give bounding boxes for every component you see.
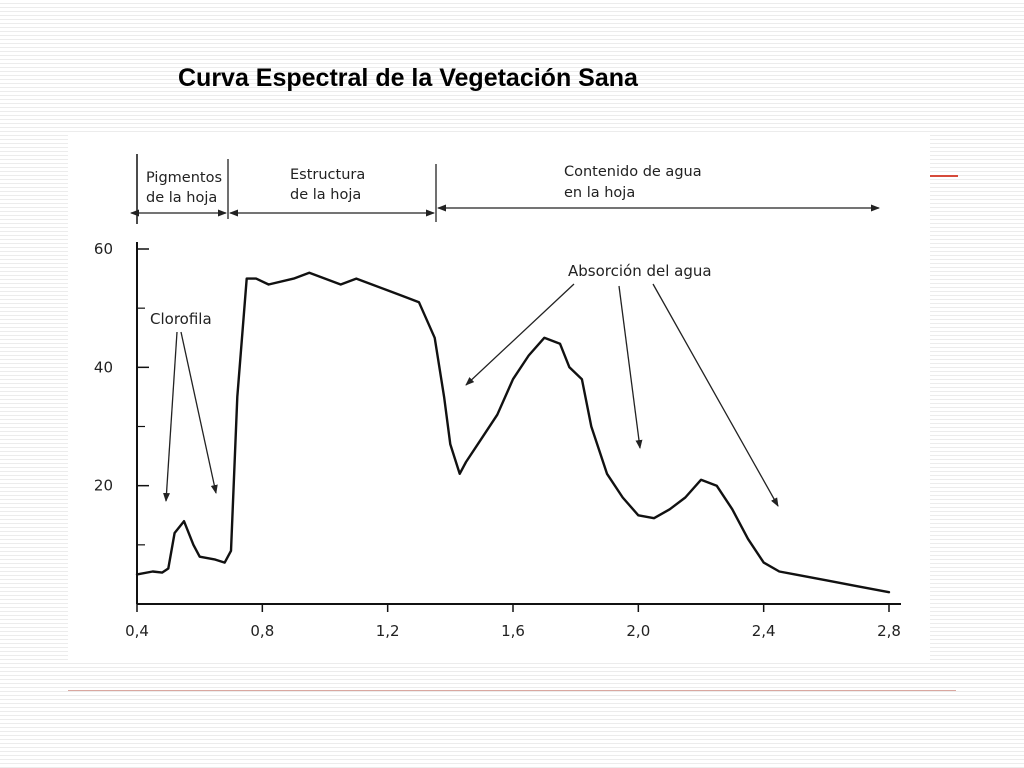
x-tick-label: 2,4	[752, 622, 776, 640]
x-tick-label: 2,0	[626, 622, 650, 640]
accent-dash	[930, 175, 958, 177]
slide-title: Curva Espectral de la Vegetación Sana	[178, 64, 638, 92]
clorofila-arrow-1	[163, 331, 178, 502]
region-label-estructura-line-1: Estructura	[290, 167, 365, 183]
clorofila-arrow-2	[180, 331, 218, 494]
region-label-pigmentos: Pigmentos de la hoja	[146, 170, 227, 206]
x-tick-label: 0,4	[125, 622, 149, 640]
water-arrow-1	[465, 283, 575, 386]
ticks-layer: 0,4 0,8 1,2 1,6 2,0 2,4 2,8 20 40 60	[94, 240, 901, 640]
y-tick-label: 60	[94, 240, 113, 258]
region-label-agua-line-2: en la hoja	[564, 185, 635, 201]
water-arrow-2	[618, 285, 643, 449]
annotation-absorcion-agua: Absorción del agua	[568, 262, 712, 280]
x-tick-label: 0,8	[250, 622, 274, 640]
footer-divider-line	[68, 690, 956, 691]
spectral-curve-chart: Pigmentos de la hoja Estructura de la ho…	[94, 154, 901, 640]
y-tick-label: 40	[94, 358, 113, 376]
y-tick-label: 20	[94, 477, 113, 495]
series-layer	[135, 271, 891, 594]
region-label-pigmentos-line-2: de la hoja	[146, 190, 217, 206]
reflectance-curve	[135, 271, 891, 594]
x-tick-label: 2,8	[877, 622, 901, 640]
region-label-estructura: Estructura de la hoja	[290, 167, 370, 203]
region-label-agua: Contenido de agua en la hoja	[564, 164, 706, 201]
region-label-estructura-line-2: de la hoja	[290, 187, 361, 203]
annotation-clorofila: Clorofila	[150, 310, 212, 328]
x-tick-label: 1,2	[376, 622, 400, 640]
region-label-pigmentos-line-1: Pigmentos	[146, 170, 222, 186]
water-arrow-3	[652, 283, 779, 507]
x-tick-label: 1,6	[501, 622, 525, 640]
region-label-agua-line-1: Contenido de agua	[564, 164, 702, 180]
chart-figure: Pigmentos de la hoja Estructura de la ho…	[68, 134, 930, 662]
